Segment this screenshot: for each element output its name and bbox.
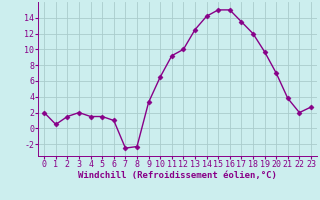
X-axis label: Windchill (Refroidissement éolien,°C): Windchill (Refroidissement éolien,°C) (78, 171, 277, 180)
